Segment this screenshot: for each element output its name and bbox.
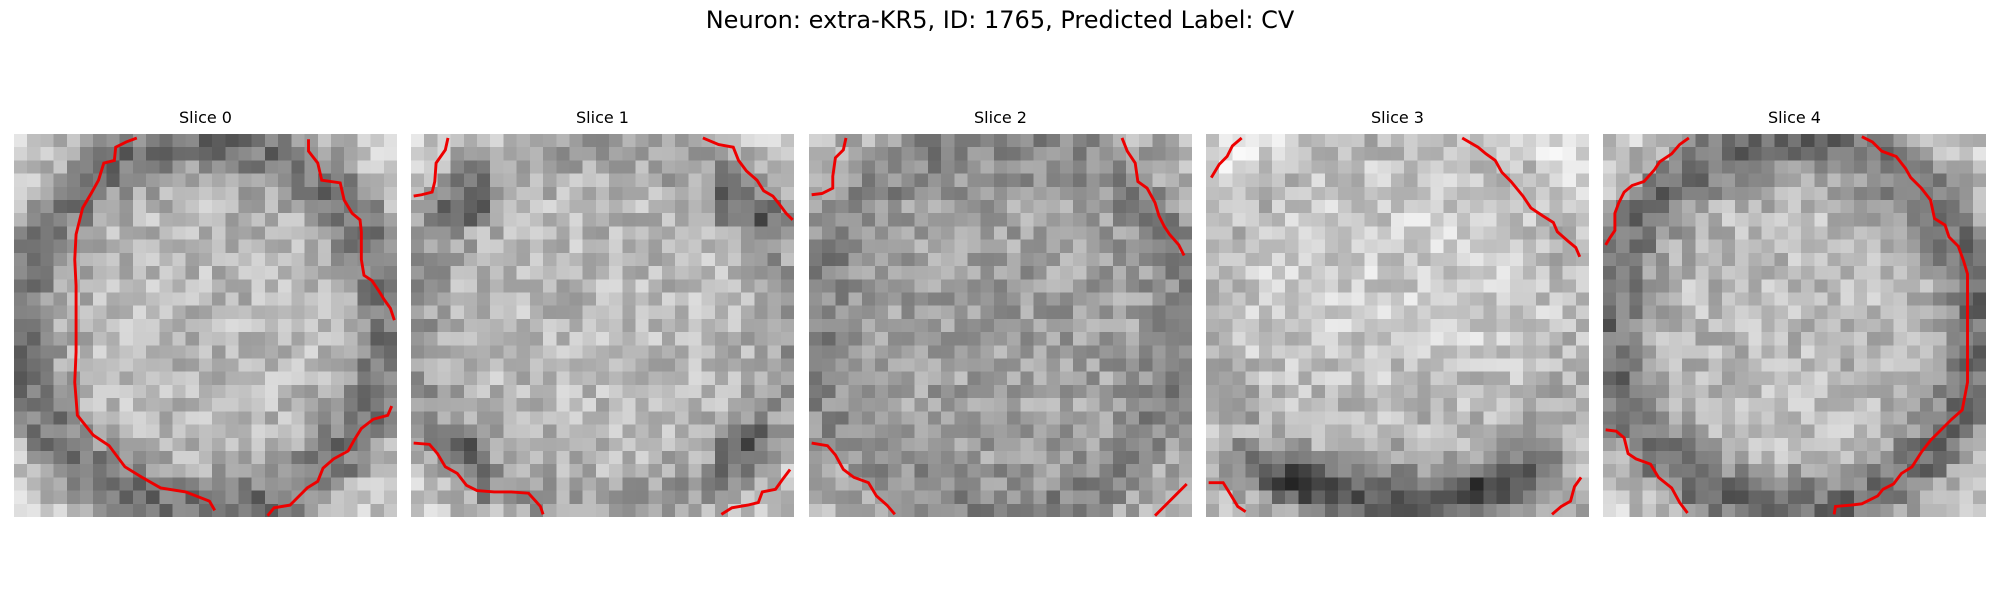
segmentation-contour	[413, 136, 794, 516]
slice-title: Slice 1	[576, 108, 629, 127]
segmentation-contour	[1208, 136, 1583, 516]
slice-title: Slice 3	[1371, 108, 1424, 127]
segmentation-contour	[811, 137, 1188, 517]
microscopy-image	[14, 134, 397, 517]
figure-title: Neuron: extra-KR5, ID: 1765, Predicted L…	[705, 6, 1295, 34]
slice-title: Slice 2	[974, 108, 1027, 127]
slice-title: Slice 0	[179, 108, 232, 127]
slice-title: Slice 4	[1768, 108, 1821, 127]
segmentation-contour	[73, 136, 396, 517]
segmentation-contour	[1604, 135, 1969, 515]
microscopy-image	[411, 134, 794, 517]
microscopy-image	[809, 134, 1192, 517]
